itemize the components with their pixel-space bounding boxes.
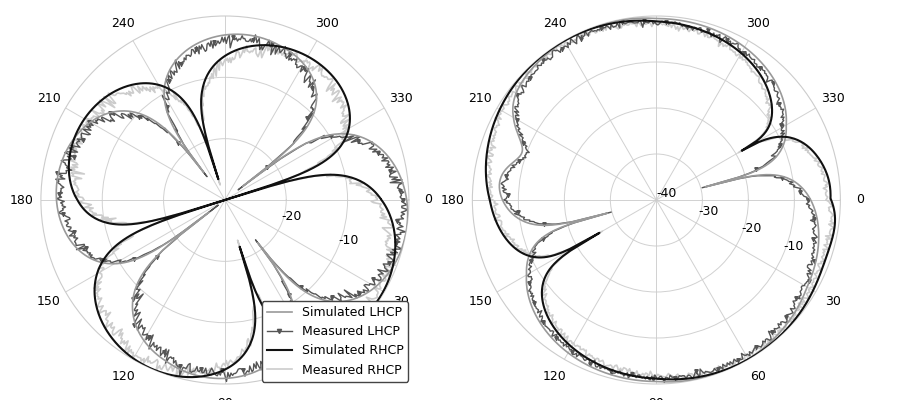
Legend: Simulated LHCP, Measured LHCP, Simulated RHCP, Measured RHCP: Simulated LHCP, Measured LHCP, Simulated… — [262, 301, 409, 382]
